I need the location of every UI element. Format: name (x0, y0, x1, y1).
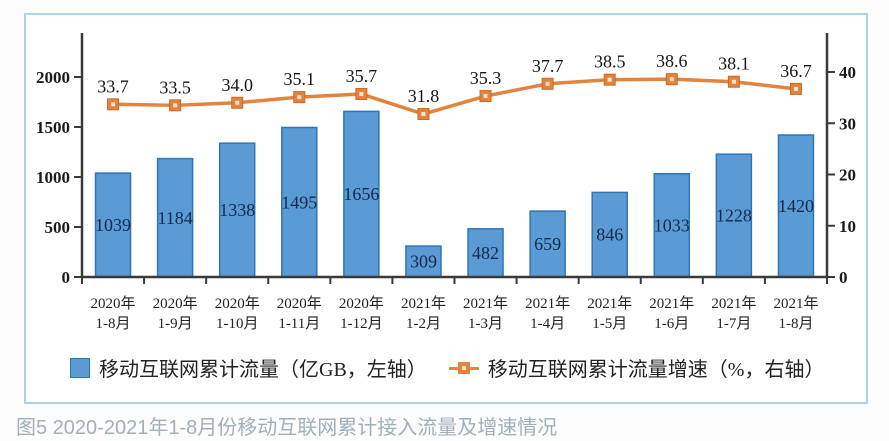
x-category-label: 1-10月 (216, 316, 259, 332)
line-marker-center (173, 103, 178, 108)
line-value-label: 37.7 (532, 56, 564, 76)
bar-value-label: 1338 (219, 200, 255, 220)
line-value-label: 36.7 (780, 61, 812, 81)
bar-value-label: 1228 (716, 206, 752, 226)
left-axis-tick-label: 2000 (36, 68, 70, 87)
bar-value-label: 846 (596, 225, 623, 245)
x-category-label: 1-2月 (406, 316, 441, 332)
line-marker-center (235, 100, 240, 105)
legend: 移动互联网累计流量（亿GB，左轴） 移动互联网累计流量增速（%，右轴） (70, 353, 824, 382)
line-value-label: 35.7 (346, 66, 378, 86)
line-value-label: 33.5 (159, 77, 191, 97)
x-category-label: 2021年 (587, 295, 632, 312)
bar-value-label: 482 (472, 243, 499, 263)
x-category-label: 2021年 (649, 295, 694, 312)
line-value-label: 34.0 (221, 75, 253, 95)
x-category-label: 2020年 (277, 295, 322, 312)
x-category-label: 2020年 (339, 295, 384, 312)
growth-line (113, 77, 797, 116)
bar-value-label: 1656 (343, 184, 379, 204)
bar-legend-label: 移动互联网累计流量（亿GB，左轴） (99, 359, 427, 381)
line-marker-center (359, 92, 364, 97)
bar (467, 228, 504, 278)
line-marker-center (111, 102, 116, 107)
bar (715, 153, 753, 278)
right-axis-tick-label: 0 (839, 268, 848, 287)
line-value-label: 38.6 (656, 51, 688, 71)
left-axis-tick-label: 1000 (36, 168, 70, 187)
x-category-label: 1-6月 (654, 316, 689, 332)
figure-caption: 图5 2020-2021年1-8月份移动互联网累计接入流量及增速情况 (16, 417, 558, 439)
bar-value-label: 1420 (778, 196, 814, 216)
bar-value-label: 1495 (281, 192, 317, 212)
x-category-label: 1-8月 (96, 316, 131, 332)
x-category-label: 1-11月 (278, 316, 320, 332)
x-category-label: 2020年 (215, 295, 260, 312)
right-axis-tick-label: 20 (839, 166, 856, 185)
left-axis-tick-label: 1500 (36, 118, 70, 137)
line-marker-center (731, 79, 736, 84)
bar (343, 110, 380, 278)
line-marker-center (421, 112, 426, 117)
bar (591, 191, 628, 278)
line-marker-center (483, 94, 488, 99)
right-axis-tick-label: 40 (839, 63, 856, 82)
bar-value-label: 1184 (157, 208, 192, 228)
line-value-label: 38.1 (718, 54, 750, 74)
x-category-label: 2021年 (773, 295, 818, 312)
bar (653, 172, 691, 278)
x-category-label: 2020年 (153, 295, 198, 312)
line-value-label: 31.8 (408, 86, 440, 106)
x-category-label: 1-8月 (778, 316, 813, 332)
line-legend-label: 移动互联网累计流量增速（%，右轴） (487, 359, 825, 381)
x-category-label: 1-3月 (468, 316, 503, 332)
right-axis-tick-label: 10 (839, 217, 856, 236)
bar-value-label: 309 (410, 252, 437, 272)
line-marker-center (297, 95, 302, 100)
bar-value-label: 1039 (95, 215, 131, 235)
legend-item-line: 移动互联网累计流量增速（%，右轴） (448, 353, 825, 382)
x-category-label: 2021年 (525, 295, 570, 312)
legend-item-bar: 移动互联网累计流量（亿GB，左轴） (70, 353, 427, 382)
line-legend-square (457, 361, 470, 374)
line-value-label: 38.5 (594, 52, 626, 72)
left-axis-tick-label: 500 (45, 218, 71, 237)
line-marker-center (669, 77, 674, 82)
x-category-label: 2021年 (711, 295, 756, 312)
line-value-label: 33.7 (97, 76, 129, 96)
left-axis-tick-label: 0 (62, 268, 71, 287)
x-category-label: 2021年 (401, 295, 446, 312)
x-category-label: 1-9月 (158, 316, 193, 332)
x-category-label: 1-5月 (592, 316, 627, 332)
x-category-label: 2021年 (463, 295, 508, 312)
x-category-label: 1-7月 (716, 316, 751, 332)
bar-legend-swatch-icon (70, 357, 90, 378)
line-value-label: 35.3 (470, 68, 502, 88)
bar-value-label: 1033 (654, 215, 690, 235)
right-axis-tick-label: 30 (839, 114, 856, 133)
line-marker-center (545, 81, 550, 86)
bar-value-label: 659 (534, 234, 561, 254)
x-category-label: 1-12月 (340, 316, 383, 332)
line-marker-center (607, 77, 612, 82)
line-marker-center (793, 86, 798, 91)
bar (94, 172, 132, 278)
x-category-label: 2020年 (91, 295, 136, 312)
line-legend-marker-icon (448, 361, 479, 375)
bar (218, 142, 256, 278)
line-value-label: 35.1 (284, 69, 316, 89)
x-category-label: 1-4月 (530, 316, 565, 332)
